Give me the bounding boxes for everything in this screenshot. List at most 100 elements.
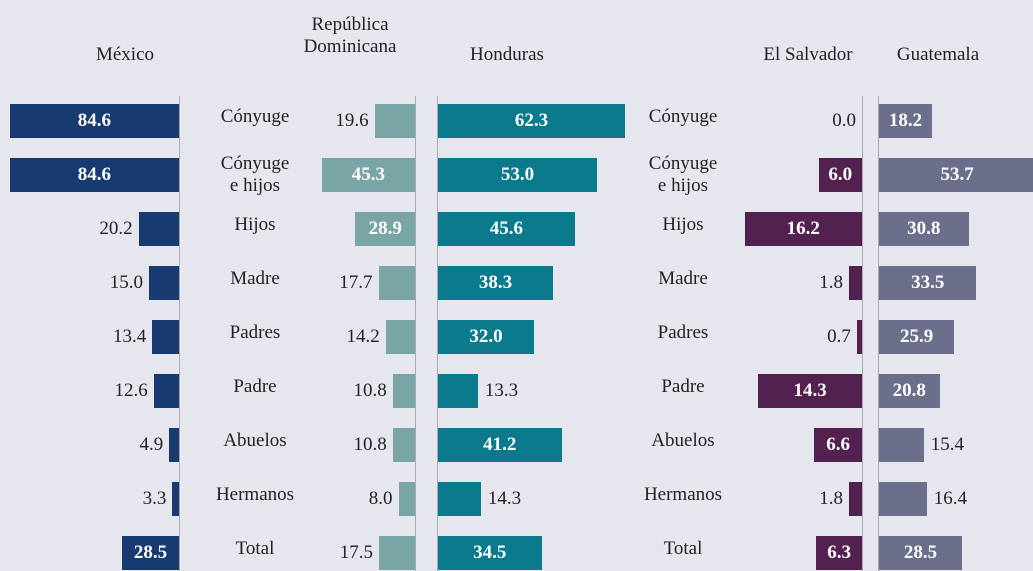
category-label: Hijos bbox=[662, 214, 704, 235]
value-label: 45.3 bbox=[351, 164, 385, 185]
bar bbox=[879, 374, 940, 408]
value-label: 34.5 bbox=[473, 542, 507, 563]
bar bbox=[438, 266, 553, 300]
bar bbox=[438, 482, 481, 516]
bar bbox=[392, 428, 415, 462]
bar bbox=[438, 536, 542, 570]
chart-title: Guatemala bbox=[896, 44, 980, 65]
bar bbox=[879, 104, 932, 138]
bar bbox=[438, 212, 575, 246]
bar bbox=[816, 536, 862, 570]
bar bbox=[438, 104, 625, 138]
category-label: Cónyuge e hijos bbox=[648, 153, 718, 196]
bar bbox=[9, 104, 179, 138]
value-label: 16.4 bbox=[933, 488, 967, 509]
value-label: 45.6 bbox=[489, 218, 524, 239]
value-label: 18.2 bbox=[888, 110, 923, 131]
category-label: Total bbox=[235, 538, 275, 559]
bar bbox=[879, 536, 962, 570]
axis-line bbox=[878, 96, 879, 571]
value-label: 17.7 bbox=[339, 272, 373, 293]
value-label: 4.9 bbox=[139, 434, 164, 455]
bar bbox=[879, 320, 955, 354]
category-label: Cónyuge bbox=[648, 106, 718, 127]
bar bbox=[879, 158, 1033, 192]
value-label: 13.3 bbox=[484, 380, 519, 401]
bar bbox=[385, 320, 415, 354]
category-label: Padres bbox=[657, 322, 709, 343]
value-label: 10.8 bbox=[353, 380, 387, 401]
chart-title: México bbox=[95, 44, 155, 65]
value-label: 17.5 bbox=[339, 542, 373, 563]
value-label: 33.5 bbox=[911, 272, 945, 293]
value-label: 13.4 bbox=[112, 326, 147, 347]
value-label: 6.0 bbox=[828, 164, 853, 185]
value-label: 32.0 bbox=[469, 326, 503, 347]
bar bbox=[378, 266, 415, 300]
bar bbox=[438, 428, 562, 462]
bar bbox=[818, 158, 862, 192]
value-label: 0.7 bbox=[827, 326, 851, 347]
value-label: 84.6 bbox=[77, 164, 112, 185]
bar bbox=[848, 482, 862, 516]
value-label: 6.6 bbox=[826, 434, 850, 455]
axis-line bbox=[415, 96, 416, 571]
bar bbox=[169, 428, 179, 462]
bar bbox=[879, 266, 977, 300]
category-label: Padre bbox=[661, 376, 705, 397]
category-label: Cónyuge e hijos bbox=[220, 153, 290, 196]
value-label: 8.0 bbox=[368, 488, 393, 509]
value-label: 1.8 bbox=[819, 488, 843, 509]
bar bbox=[378, 536, 415, 570]
category-label: Hermanos bbox=[643, 484, 723, 505]
category-label: Total bbox=[663, 538, 703, 559]
value-label: 14.2 bbox=[346, 326, 380, 347]
value-label: 53.0 bbox=[500, 164, 535, 185]
bar bbox=[149, 266, 179, 300]
value-label: 20.8 bbox=[892, 380, 926, 401]
bar bbox=[321, 158, 415, 192]
value-label: 15.0 bbox=[109, 272, 143, 293]
bar bbox=[153, 374, 179, 408]
category-label: Madre bbox=[230, 268, 280, 289]
value-label: 20.2 bbox=[99, 218, 133, 239]
value-label: 10.8 bbox=[353, 434, 387, 455]
value-label: 15.4 bbox=[930, 434, 965, 455]
value-label: 14.3 bbox=[487, 488, 522, 509]
bar bbox=[758, 374, 862, 408]
bar bbox=[152, 320, 179, 354]
bar bbox=[744, 212, 862, 246]
bar bbox=[879, 428, 924, 462]
bar bbox=[879, 482, 927, 516]
value-label: 12.6 bbox=[114, 380, 148, 401]
value-label: 30.8 bbox=[907, 218, 941, 239]
bar bbox=[374, 104, 415, 138]
bar bbox=[438, 374, 478, 408]
bar bbox=[438, 158, 597, 192]
value-label: 28.9 bbox=[368, 218, 402, 239]
axis-line bbox=[179, 96, 180, 571]
bar bbox=[856, 320, 862, 354]
chart-title: El Salvador bbox=[763, 44, 853, 65]
bar bbox=[392, 374, 415, 408]
chart-title: República Dominicana bbox=[303, 14, 397, 57]
chart-title: Honduras bbox=[470, 44, 544, 65]
bar bbox=[398, 482, 415, 516]
value-label: 14.3 bbox=[793, 380, 827, 401]
category-label: Abuelos bbox=[223, 430, 287, 451]
value-label: 62.3 bbox=[514, 110, 549, 131]
bar bbox=[122, 536, 179, 570]
bar bbox=[355, 212, 415, 246]
bar bbox=[848, 266, 862, 300]
value-label: 0.0 bbox=[832, 110, 856, 131]
value-label: 28.5 bbox=[903, 542, 938, 563]
value-label: 3.3 bbox=[142, 488, 167, 509]
value-label: 25.9 bbox=[900, 326, 934, 347]
category-label: Hermanos bbox=[215, 484, 295, 505]
category-label: Abuelos bbox=[651, 430, 715, 451]
value-label: 16.2 bbox=[786, 218, 820, 239]
value-label: 84.6 bbox=[77, 110, 112, 131]
category-label: Cónyuge bbox=[220, 106, 290, 127]
value-label: 41.2 bbox=[483, 434, 517, 455]
